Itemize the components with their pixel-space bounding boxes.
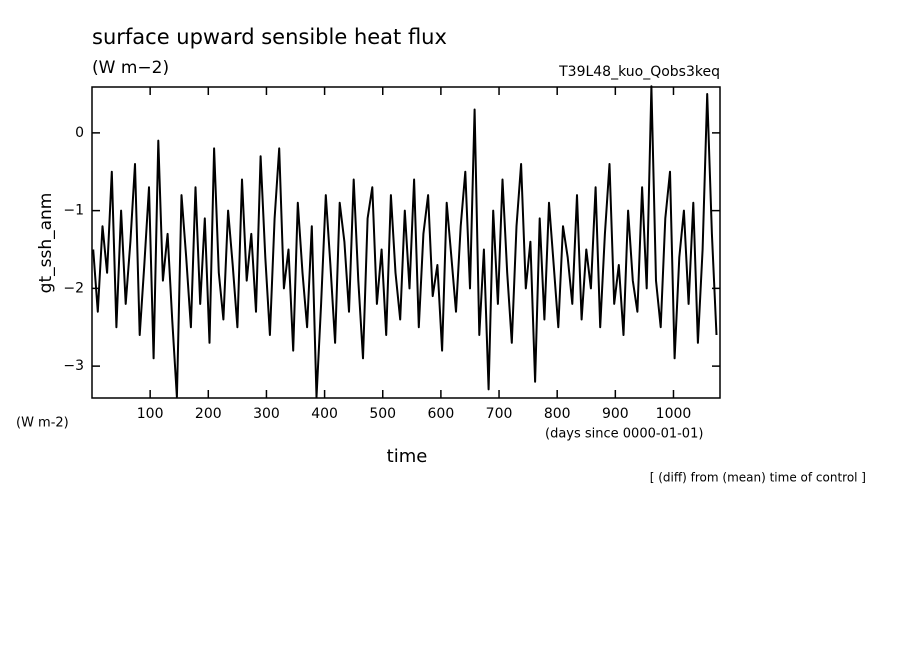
plot-frame — [91, 86, 721, 399]
y-tick-label: −2 — [63, 280, 84, 296]
x-tick-label: 600 — [428, 406, 455, 422]
chart-subtitle: (W m−2) — [92, 58, 169, 78]
x-tick-label: 100 — [137, 406, 164, 422]
chart-title: surface upward sensible heat flux — [92, 25, 447, 49]
y-tick-label: −1 — [63, 203, 84, 219]
y-tick-label: −3 — [63, 358, 84, 374]
y-tick-label: 0 — [75, 125, 84, 141]
x-tick-label: 500 — [369, 406, 396, 422]
x-tick-label: 800 — [544, 406, 571, 422]
x-tick-label: 200 — [195, 406, 222, 422]
run-name: T39L48_kuo_Qobs3keq — [558, 64, 720, 80]
x-tick-label: 900 — [602, 406, 629, 422]
note: [ (diff) from (mean) time of control ] — [650, 471, 866, 485]
x-tick-label: 700 — [486, 406, 513, 422]
x-tick-label: 1000 — [656, 406, 692, 422]
y-unit: (W m-2) — [16, 416, 69, 431]
x-tick-label: 400 — [311, 406, 338, 422]
data-line — [92, 85, 718, 399]
y-axis-label: gt_ssh_anm — [36, 193, 56, 294]
x-tick-label: 300 — [253, 406, 280, 422]
x-axis-label: time — [387, 446, 428, 467]
x-unit: (days since 0000-01-01) — [545, 427, 703, 442]
